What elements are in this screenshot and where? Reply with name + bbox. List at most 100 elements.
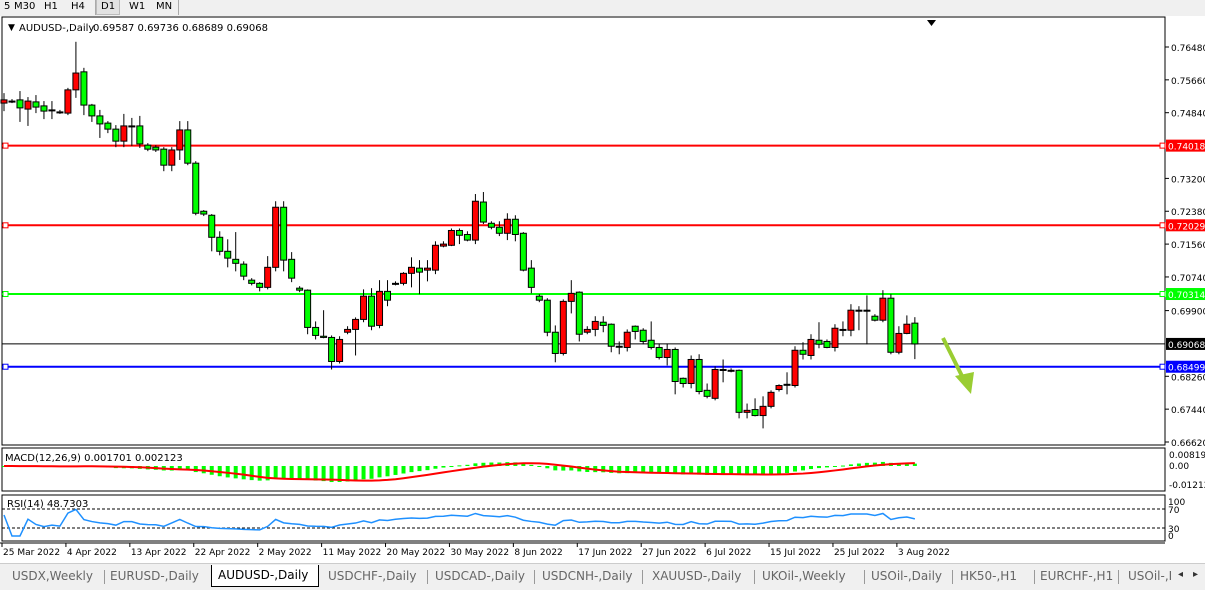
price-tick-label: 0.72380 [1171, 208, 1205, 218]
candle-body [495, 226, 503, 234]
chart-window[interactable]: ▼ AUDUSD-,Daily 0.69587 0.69736 0.68689 … [0, 16, 1205, 563]
macd-histogram-bar [529, 464, 534, 466]
macd-histogram-bar [824, 466, 829, 468]
macd-histogram-bar [321, 466, 326, 482]
macd-histogram-bar [337, 466, 342, 482]
candle-body [104, 122, 112, 130]
down-arrow-annotation-icon[interactable] [941, 337, 974, 394]
macd-histogram-bar [361, 466, 366, 480]
chart-tab[interactable]: USOil-,Daily [871, 569, 943, 583]
chart-tab[interactable]: USOil-,I [1128, 569, 1172, 583]
candle-body [264, 266, 272, 288]
collapse-triangle-icon[interactable]: ▼ [8, 23, 15, 33]
candle-body [56, 111, 64, 114]
chart-tab[interactable]: USDCHF-,Daily [328, 569, 417, 583]
candle-body [344, 328, 352, 333]
candle-body [192, 162, 200, 214]
macd-tick: -0.01212 [1169, 481, 1205, 491]
macd-histogram-bar [385, 466, 390, 477]
chart-shift-marker-icon[interactable] [927, 20, 936, 26]
candle-body [168, 149, 176, 166]
candle-body [256, 282, 264, 288]
line-anchor-handle[interactable] [1159, 142, 1166, 149]
line-anchor-handle[interactable] [1159, 222, 1166, 229]
macd-histogram-bar [856, 463, 861, 466]
candle-body [431, 244, 439, 271]
tf-m5[interactable]: 5 [4, 1, 11, 12]
candle-body [743, 409, 751, 413]
chart-tab[interactable]: USDX,Weekly [12, 569, 93, 583]
price-line-label: 0.69068 [1168, 341, 1205, 351]
tab-separator [104, 570, 105, 584]
date-tick-label: 30 May 2022 [450, 548, 509, 558]
macd-histogram-bar [233, 466, 238, 479]
candle-body [224, 250, 232, 259]
date-axis: 25 Mar 2022 4 Apr 2022 13 Apr 2022 22 Apr 2… [1, 543, 950, 558]
tab-separator [427, 570, 428, 584]
tf-m30[interactable]: M30 [14, 1, 36, 12]
candle-body [487, 222, 495, 228]
candle-body [296, 287, 304, 291]
tab-separator [754, 570, 755, 584]
tf-h4[interactable]: H4 [71, 1, 85, 12]
macd-histogram-bar [713, 466, 718, 475]
macd-histogram-bar [665, 466, 670, 474]
price-tick-label: 0.70740 [1171, 274, 1205, 284]
chart-tab[interactable]: XAUUSD-,Daily [652, 569, 742, 583]
tab-scroll-left-icon[interactable]: ◂ [1178, 569, 1184, 580]
macd-histogram-bar [673, 466, 678, 474]
candle-body [0, 99, 8, 104]
chart-tab[interactable]: HK50-,H1 [960, 569, 1017, 583]
candle-body [519, 232, 527, 271]
tf-mn[interactable]: MN [156, 1, 173, 12]
tf-h1[interactable]: H1 [44, 1, 58, 12]
macd-histogram-bar [785, 466, 790, 474]
price-line-label: 0.68499 [1168, 364, 1205, 374]
candle-body [663, 348, 671, 358]
line-anchor-handle[interactable] [1159, 291, 1166, 298]
candle-body [775, 385, 783, 391]
line-anchor-handle[interactable] [1159, 363, 1166, 370]
chart-tab[interactable]: UKOil-,Weekly [762, 569, 846, 583]
date-tick-label: 6 Jul 2022 [706, 548, 751, 558]
candle-body [639, 329, 647, 342]
chart-tab[interactable]: AUDUSD-,Daily [211, 565, 319, 587]
line-anchor-handle[interactable] [2, 291, 9, 298]
macd-pane[interactable]: MACD(12,26,9) 0.001701 0.002123 0.008197… [1, 447, 1205, 492]
date-tick-label: 25 Jul 2022 [834, 548, 885, 558]
line-anchor-handle[interactable] [2, 363, 9, 370]
candle-body [200, 210, 208, 215]
rsi-line [3, 508, 916, 537]
candle-body [48, 109, 56, 112]
candle-body [767, 391, 775, 407]
candle-body [575, 291, 583, 335]
macd-histogram-bar [609, 466, 614, 473]
rsi-tick: 100 [1168, 498, 1185, 508]
line-anchor-handle[interactable] [2, 222, 9, 229]
tab-separator [952, 570, 953, 584]
candle-body [807, 338, 815, 356]
line-anchor-handle[interactable] [2, 142, 9, 149]
tf-w1[interactable]: W1 [129, 1, 146, 12]
chart-tab[interactable]: EURUSD-,Daily [110, 569, 199, 583]
date-tick-label: 2 May 2022 [259, 548, 312, 558]
tab-scroll-right-icon[interactable]: ▸ [1193, 569, 1199, 580]
macd-histogram-bar [273, 466, 278, 479]
candle-body [360, 295, 368, 320]
chart-tab[interactable]: USDCAD-,Daily [435, 569, 525, 583]
main-price-pane[interactable]: ▼ AUDUSD-,Daily 0.69587 0.69736 0.68689 … [0, 16, 1205, 449]
candle-body [336, 338, 344, 362]
candle-body [607, 323, 615, 347]
candle-body [40, 105, 48, 112]
tf-d1[interactable]: D1 [96, 0, 121, 15]
chart-tab[interactable]: EURCHF-,H1 [1040, 569, 1114, 583]
chart-tab[interactable]: USDCNH-,Daily [542, 569, 633, 583]
rsi-pane[interactable]: RSI(14) 48.7303 100 70 30 0 [1, 494, 1185, 542]
macd-histogram-bar [721, 466, 726, 475]
candle-body [24, 100, 32, 110]
date-tick-label: 4 Apr 2022 [67, 548, 117, 558]
candle-body [80, 71, 88, 106]
candle-body [471, 200, 479, 241]
macd-histogram-bar [793, 466, 798, 472]
candle-body [112, 128, 120, 142]
